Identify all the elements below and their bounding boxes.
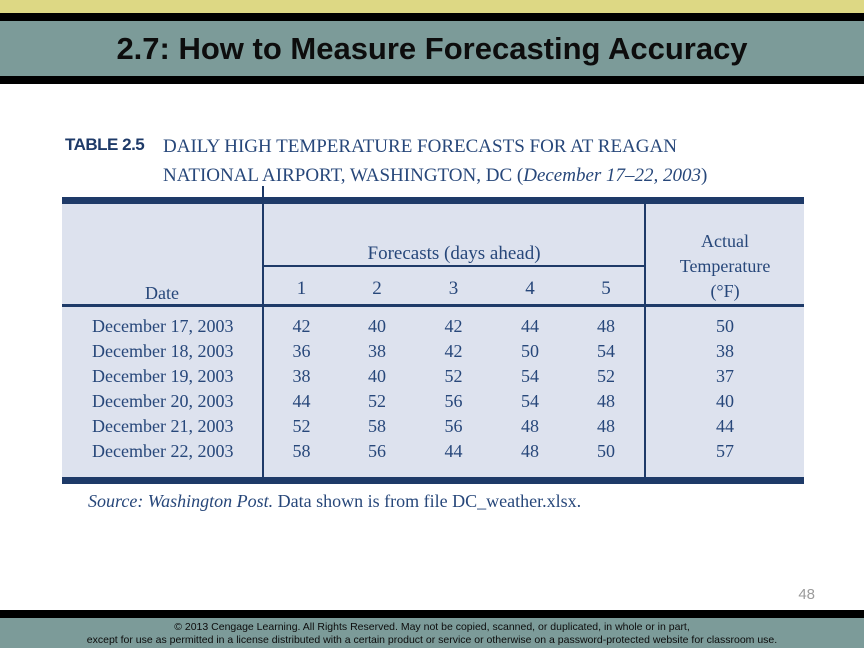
- forecast-cell: 54: [597, 341, 616, 361]
- table-row: December 22, 2003 58 56 44 48 50 57: [62, 439, 805, 481]
- forecast-cell: 52: [368, 391, 386, 411]
- table-row: December 21, 2003 52 58 56 48 48 44: [62, 414, 805, 439]
- header-day-1: 1: [263, 266, 339, 307]
- forecast-cell: 42: [444, 316, 463, 336]
- header-forecasts-group: Forecasts (days ahead): [263, 200, 646, 267]
- forecast-cell: 38: [368, 341, 386, 361]
- header-day-5: 5: [568, 266, 646, 307]
- copyright-line2: except for use as permitted in a license…: [86, 634, 778, 646]
- actual-cell: 50: [644, 305, 805, 339]
- header-actual-line3: (°F): [710, 281, 740, 301]
- forecast-cell: 56: [444, 391, 463, 411]
- forecast-cell: 44: [444, 441, 463, 461]
- actual-cell: 40: [644, 389, 805, 414]
- title-bottom-black-rule: [0, 76, 864, 84]
- source-note: Source: Washington Post. Data shown is f…: [88, 491, 581, 512]
- forecast-cell: 40: [368, 316, 386, 336]
- table-header: Date Forecasts (days ahead) Actual Tempe…: [62, 200, 805, 307]
- caption-line2-dates: December 17–22, 2003: [523, 165, 702, 186]
- forecast-table: Date Forecasts (days ahead) Actual Tempe…: [62, 197, 805, 484]
- actual-cell: 38: [644, 339, 805, 364]
- forecast-cell: 44: [521, 316, 539, 336]
- header-actual-temperature: Actual Temperature (°F): [644, 200, 805, 307]
- footer-black-rule: [0, 610, 864, 618]
- table-caption-label: TABLE 2.5: [65, 135, 145, 154]
- table-caption-text: DAILY HIGH TEMPERATURE FORECASTS FOR AT …: [163, 132, 707, 190]
- top-yellow-band: [0, 0, 864, 13]
- forecast-cell: 58: [368, 416, 386, 436]
- table-row: December 18, 2003 36 38 42 50 54 38: [62, 339, 805, 364]
- table-row: December 19, 2003 38 40 52 54 52 37: [62, 364, 805, 389]
- table-row: December 20, 2003 44 52 56 54 48 40: [62, 389, 805, 414]
- forecast-cell: 52: [597, 366, 616, 386]
- forecast-cell: 44: [292, 391, 311, 411]
- column-rule-tick: [262, 186, 264, 197]
- header-actual-line1: Actual: [701, 231, 750, 251]
- table-row: December 17, 2003 42 40 42 44 48 50: [62, 305, 805, 339]
- header-date: Date: [62, 200, 264, 307]
- copyright-line1: © 2013 Cengage Learning. All Rights Rese…: [174, 621, 690, 633]
- footer-copyright: © 2013 Cengage Learning. All Rights Rese…: [0, 618, 864, 648]
- date-cell: December 17, 2003: [62, 305, 264, 339]
- forecast-cell: 42: [292, 316, 311, 336]
- date-cell: December 20, 2003: [62, 389, 264, 414]
- forecast-cell: 50: [521, 341, 539, 361]
- table-body: December 17, 2003 42 40 42 44 48 50 Dece…: [62, 305, 805, 481]
- actual-cell: 37: [644, 364, 805, 389]
- forecast-cell: 50: [597, 441, 616, 461]
- top-black-rule: [0, 13, 864, 21]
- caption-line1: DAILY HIGH TEMPERATURE FORECASTS FOR AT …: [163, 136, 677, 157]
- source-note-italic: Source: Washington Post.: [88, 491, 274, 511]
- forecast-cell: 52: [292, 416, 311, 436]
- forecast-cell: 56: [444, 416, 463, 436]
- caption-line2-suffix: ): [701, 165, 708, 186]
- page-number: 48: [798, 586, 815, 603]
- forecast-cell: 56: [368, 441, 386, 461]
- forecast-cell: 54: [521, 391, 539, 411]
- date-cell: December 18, 2003: [62, 339, 264, 364]
- title-band: 2.7: How to Measure Forecasting Accuracy: [0, 21, 864, 76]
- forecast-cell: 54: [521, 366, 539, 386]
- forecast-cell: 48: [597, 316, 616, 336]
- forecast-cell: 48: [597, 416, 616, 436]
- forecast-cell: 48: [521, 416, 539, 436]
- page-title: 2.7: How to Measure Forecasting Accuracy: [116, 30, 748, 66]
- forecast-cell: 58: [292, 441, 311, 461]
- date-cell: December 22, 2003: [62, 439, 264, 481]
- forecast-cell: 36: [292, 341, 311, 361]
- forecast-cell: 42: [444, 341, 463, 361]
- forecast-cell: 52: [444, 366, 463, 386]
- header-day-2: 2: [339, 266, 415, 307]
- forecast-cell: 48: [521, 441, 539, 461]
- forecast-cell: 48: [597, 391, 616, 411]
- actual-cell: 44: [644, 414, 805, 439]
- forecast-cell: 40: [368, 366, 386, 386]
- header-day-3: 3: [415, 266, 492, 307]
- date-cell: December 19, 2003: [62, 364, 264, 389]
- forecast-table-container: Date Forecasts (days ahead) Actual Tempe…: [62, 186, 805, 484]
- date-cell: December 21, 2003: [62, 414, 264, 439]
- actual-cell: 57: [644, 439, 805, 481]
- header-actual-line2: Temperature: [679, 256, 771, 276]
- table-caption: TABLE 2.5 DAILY HIGH TEMPERATURE FORECAS…: [65, 132, 707, 190]
- header-day-4: 4: [492, 266, 568, 307]
- source-note-regular: Data shown is from file DC_weather.xlsx.: [273, 491, 582, 511]
- caption-line2-prefix: NATIONAL AIRPORT, WASHINGTON, DC (: [163, 165, 524, 186]
- forecast-cell: 38: [292, 366, 311, 386]
